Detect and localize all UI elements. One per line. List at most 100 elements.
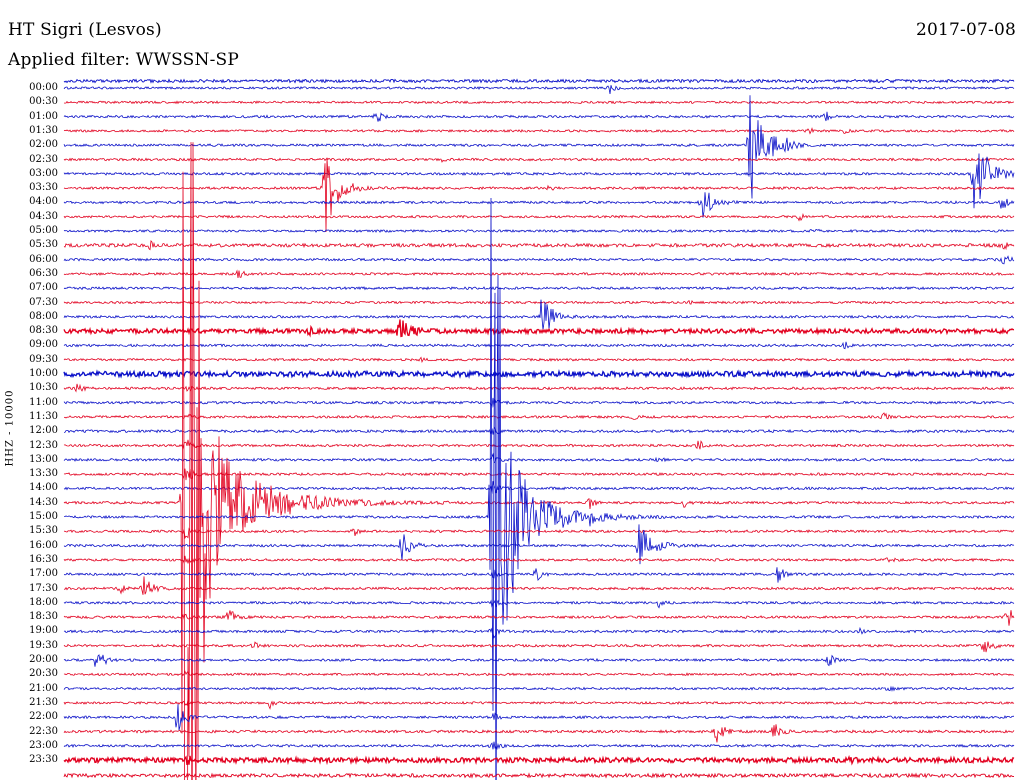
trace-blue bbox=[63, 452, 1015, 464]
time-label-0430: 04:30 bbox=[29, 210, 58, 222]
trace-red bbox=[63, 319, 1015, 338]
trace-blue bbox=[63, 255, 1015, 265]
time-label-2230: 22:30 bbox=[29, 725, 58, 737]
trace-blue bbox=[63, 741, 1015, 751]
time-label-1900: 19:00 bbox=[29, 625, 58, 637]
trace-red bbox=[63, 670, 1015, 677]
time-label-2030: 20:30 bbox=[29, 668, 58, 680]
time-label-1630: 16:30 bbox=[29, 553, 58, 565]
time-label-0400: 04:00 bbox=[29, 196, 58, 208]
trace-blue bbox=[63, 192, 1015, 218]
time-label-1030: 10:30 bbox=[29, 382, 58, 394]
time-label-1930: 19:30 bbox=[29, 639, 58, 651]
time-label-2200: 22:00 bbox=[29, 711, 58, 723]
time-label-0200: 02:00 bbox=[29, 139, 58, 151]
time-label-1400: 14:00 bbox=[29, 482, 58, 494]
time-label-0130: 01:30 bbox=[29, 124, 58, 136]
date-label: 2017-07-08 bbox=[915, 20, 1016, 40]
time-label-1500: 15:00 bbox=[29, 511, 58, 522]
trace-red bbox=[63, 383, 1015, 393]
trace-red bbox=[63, 239, 1015, 251]
time-label-1230: 12:30 bbox=[29, 439, 58, 451]
time-label-0030: 00:30 bbox=[29, 96, 58, 108]
trace-red bbox=[63, 610, 1015, 626]
trace-blue bbox=[63, 368, 1015, 380]
trace-blue bbox=[63, 626, 1015, 639]
time-label-1330: 13:30 bbox=[29, 468, 58, 480]
time-label-2000: 20:00 bbox=[29, 654, 58, 665]
time-label-2130: 21:30 bbox=[29, 696, 58, 708]
time-label-1130: 11:30 bbox=[29, 410, 58, 422]
trace-red bbox=[63, 468, 1015, 481]
trace-blue bbox=[63, 426, 1015, 435]
time-label-0700: 07:00 bbox=[29, 282, 58, 294]
trace-red bbox=[63, 269, 1015, 278]
trace-red bbox=[63, 157, 1015, 233]
trace-red bbox=[63, 300, 1015, 305]
trace-red bbox=[63, 100, 1015, 105]
time-label-1600: 16:00 bbox=[29, 539, 58, 551]
trace-red bbox=[63, 699, 1015, 710]
time-label-0830: 08:30 bbox=[29, 325, 58, 337]
trace-blue bbox=[63, 299, 1015, 330]
time-label-0230: 02:30 bbox=[29, 153, 58, 165]
time-label-0630: 06:30 bbox=[29, 267, 58, 279]
trace-red bbox=[63, 439, 1015, 450]
time-label-0900: 09:00 bbox=[29, 339, 58, 351]
time-label-0800: 08:00 bbox=[29, 310, 58, 322]
trace-blue bbox=[63, 197, 1015, 780]
time-label-1100: 11:00 bbox=[29, 396, 58, 408]
trace-blue bbox=[63, 78, 1015, 84]
trace-blue bbox=[63, 153, 1015, 209]
trace-blue bbox=[63, 341, 1015, 350]
trace-blue bbox=[63, 228, 1015, 234]
time-label-1200: 12:00 bbox=[29, 425, 58, 437]
trace-red bbox=[63, 157, 1015, 163]
time-label-0600: 06:00 bbox=[29, 253, 58, 265]
time-label-0930: 09:30 bbox=[29, 353, 58, 365]
time-label-1700: 17:00 bbox=[29, 568, 58, 580]
time-label-2300: 23:00 bbox=[29, 739, 58, 751]
trace-red bbox=[63, 755, 1015, 766]
trace-red bbox=[63, 142, 1015, 780]
time-label-1830: 18:30 bbox=[29, 611, 58, 623]
trace-blue bbox=[63, 481, 1015, 494]
trace-blue bbox=[63, 567, 1015, 583]
trace-blue bbox=[63, 654, 1015, 667]
trace-red bbox=[63, 213, 1015, 222]
trace-red bbox=[63, 412, 1015, 420]
time-label-1430: 14:30 bbox=[29, 496, 58, 508]
time-label-2100: 21:00 bbox=[29, 682, 58, 694]
time-label-0300: 03:00 bbox=[29, 167, 58, 179]
trace-blue bbox=[63, 704, 1015, 731]
filter-label: Applied filter: WWSSN-SP bbox=[8, 50, 240, 70]
trace-red bbox=[63, 576, 1015, 595]
trace-blue bbox=[63, 524, 1015, 565]
time-label-2330: 23:30 bbox=[29, 754, 58, 766]
time-label-1800: 18:00 bbox=[29, 596, 58, 608]
trace-blue bbox=[63, 685, 1015, 692]
time-label-0530: 05:30 bbox=[29, 239, 58, 251]
time-label-0500: 05:00 bbox=[29, 225, 58, 236]
trace-red bbox=[63, 724, 1015, 743]
time-label-1530: 15:30 bbox=[29, 525, 58, 537]
trace-red bbox=[63, 527, 1015, 540]
time-label-1730: 17:30 bbox=[29, 582, 58, 594]
trace-red bbox=[63, 641, 1015, 653]
time-label-0000: 00:00 bbox=[29, 82, 58, 93]
trace-red bbox=[63, 356, 1015, 363]
trace-red bbox=[63, 772, 1015, 779]
time-label-0330: 03:30 bbox=[29, 182, 58, 194]
trace-blue bbox=[63, 286, 1015, 291]
time-labels: 00:00 00:30 01:00 01:30 02:00 02:30 03:00 03:30… bbox=[0, 0, 60, 780]
time-label-0100: 01:00 bbox=[29, 110, 58, 122]
trace-blue bbox=[63, 95, 1015, 199]
station-title: HT Sigri (Lesvos) bbox=[8, 20, 162, 40]
trace-red bbox=[63, 127, 1015, 135]
trace-blue bbox=[63, 85, 1015, 94]
time-label-1300: 13:00 bbox=[29, 453, 58, 465]
trace-blue bbox=[63, 397, 1015, 408]
trace-red bbox=[63, 555, 1015, 565]
